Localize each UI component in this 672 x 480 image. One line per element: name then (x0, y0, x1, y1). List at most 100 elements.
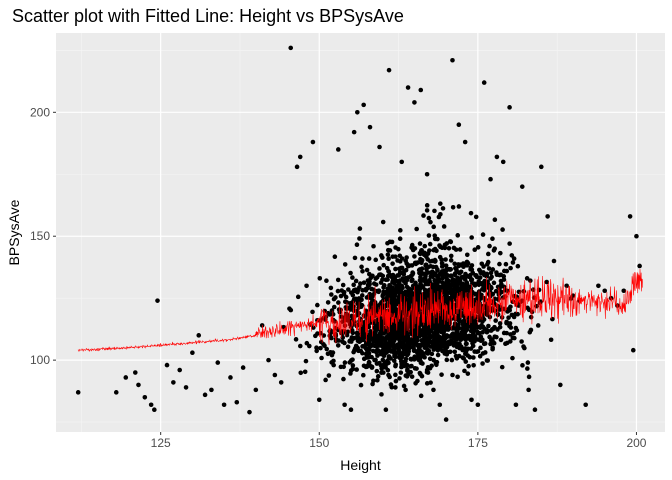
scatter-point (329, 360, 334, 365)
scatter-point (391, 344, 397, 350)
scatter-point (417, 251, 423, 257)
scatter-point (329, 292, 334, 297)
scatter-point (463, 359, 469, 364)
scatter-point (437, 201, 443, 206)
scatter-point (386, 372, 391, 378)
scatter-point (438, 272, 444, 277)
scatter-point (452, 291, 458, 297)
scatter-point (382, 291, 388, 296)
scatter-point (528, 314, 534, 320)
scatter-point (627, 214, 633, 219)
scatter-point (443, 290, 449, 296)
scatter-point (388, 382, 394, 387)
scatter-point (508, 325, 514, 330)
scatter-point (491, 280, 497, 286)
x-tick-label: 125 (151, 436, 171, 450)
scatter-point (319, 355, 324, 361)
scatter-point (507, 321, 513, 326)
scatter-point (304, 340, 310, 346)
scatter-point (395, 258, 400, 263)
scatter-point (386, 67, 392, 73)
scatter-point (247, 409, 252, 415)
scatter-point (432, 259, 438, 264)
scatter-point (418, 371, 423, 377)
scatter-point (455, 233, 461, 238)
scatter-point (395, 285, 401, 291)
scatter-point (511, 256, 517, 261)
scatter-point (444, 357, 450, 363)
scatter-point (426, 233, 432, 238)
scatter-point (472, 247, 478, 253)
scatter-point (397, 324, 402, 329)
scatter-point (357, 236, 362, 241)
scatter-point (381, 262, 386, 268)
scatter-point (393, 362, 399, 367)
scatter-point (428, 326, 434, 332)
scatter-point (460, 313, 466, 318)
scatter-point (434, 248, 439, 254)
scatter-point (382, 351, 388, 356)
chart-title: Scatter plot with Fitted Line: Height vs… (12, 6, 404, 26)
scatter-point (425, 365, 431, 370)
scatter-point (434, 325, 439, 331)
scatter-point (425, 281, 430, 286)
scatter-point (486, 323, 491, 329)
scatter-point (432, 339, 437, 345)
scatter-point (503, 261, 509, 267)
scatter-point (519, 184, 525, 189)
scatter-point (397, 376, 402, 381)
scatter-point (359, 293, 365, 298)
scatter-point (288, 45, 294, 51)
scatter-point (490, 236, 495, 242)
scatter-point (394, 300, 399, 305)
scatter-point (383, 339, 388, 345)
scatter-point (431, 347, 437, 352)
scatter-point (427, 241, 433, 247)
scatter-point (323, 377, 328, 383)
scatter-point (440, 275, 445, 281)
scatter-point (428, 344, 434, 349)
scatter-point (340, 335, 346, 340)
scatter-point (363, 288, 369, 293)
scatter-point (352, 255, 358, 261)
scatter-point (497, 304, 503, 310)
scatter-point (379, 253, 384, 258)
scatter-point (317, 276, 323, 281)
scatter-point (335, 288, 341, 294)
scatter-point (403, 280, 408, 286)
scatter-point (345, 313, 351, 318)
scatter-point (441, 325, 447, 331)
scatter-point (477, 353, 483, 359)
scatter-point (424, 208, 430, 213)
scatter-point (348, 407, 354, 412)
scatter-point (456, 122, 462, 127)
scatter-point (448, 296, 454, 301)
scatter-point (392, 353, 397, 359)
scatter-point (183, 385, 189, 390)
scatter-point (113, 390, 119, 395)
scatter-point (457, 319, 463, 324)
scatter-point (470, 340, 475, 346)
scatter-point (376, 342, 381, 348)
scatter-point (474, 349, 480, 355)
scatter-point (387, 248, 393, 253)
scatter-point (412, 100, 417, 105)
scatter-point (297, 154, 303, 160)
scatter-point (432, 208, 437, 214)
scatter-point (380, 219, 386, 225)
scatter-point (360, 269, 365, 274)
scatter-point (480, 361, 485, 366)
scatter-point (474, 273, 479, 278)
scatter-point (459, 336, 465, 341)
y-axis-title: BPSysAve (6, 199, 22, 265)
scatter-point (351, 282, 356, 288)
scatter-point (487, 243, 492, 249)
scatter-point (439, 264, 445, 269)
scatter-point (509, 253, 515, 258)
scatter-point (381, 365, 386, 370)
scatter-point (353, 287, 358, 293)
scatter-point (480, 283, 486, 288)
scatter-point (452, 340, 458, 346)
scatter-point (164, 362, 170, 368)
scatter-point (328, 350, 333, 355)
